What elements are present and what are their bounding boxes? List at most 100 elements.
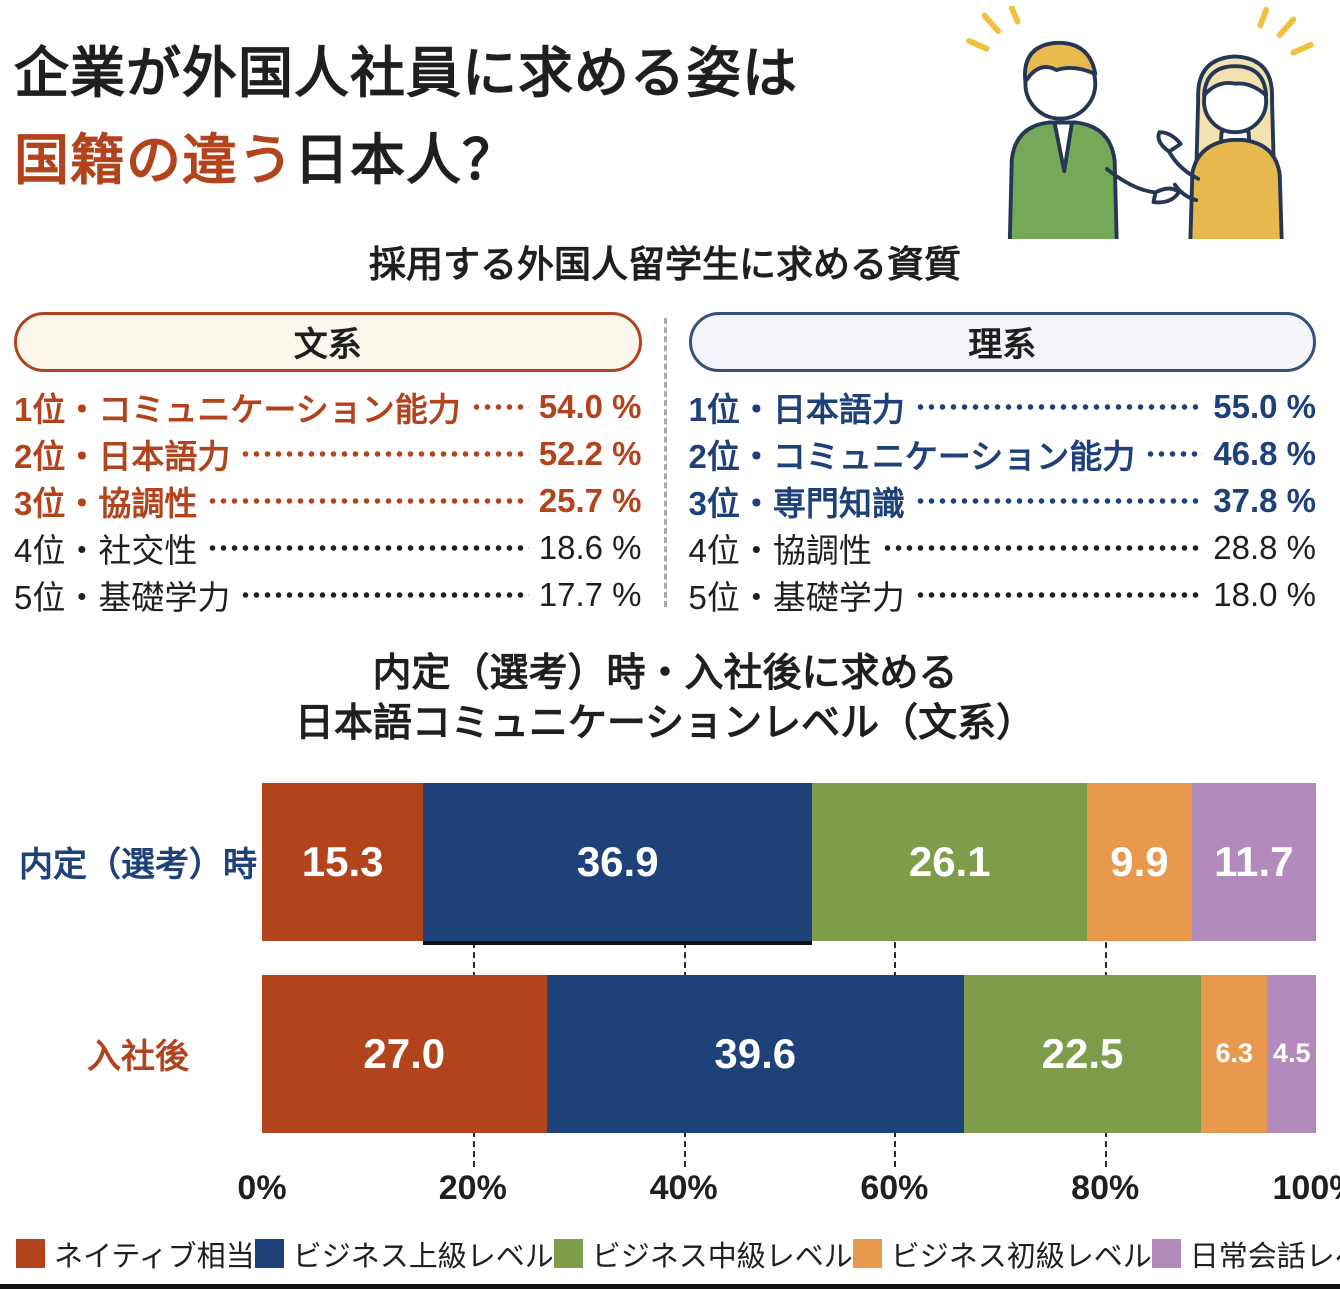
legend-swatch [553, 1239, 583, 1269]
segment-value: 39.6 [714, 1029, 797, 1077]
segment-daily: 4.5 [1267, 974, 1316, 1133]
rank-row-rikei-2: 2位・コミュニケーション能力 46.8 % [689, 431, 1317, 478]
leader-dots [881, 544, 1204, 553]
x-tick: 100% [1272, 1168, 1340, 1207]
rank-label: 3位・協調性 [14, 485, 198, 523]
leader-dots [914, 403, 1204, 412]
rikei-header-label: 理系 [968, 326, 1037, 365]
rank-row-bunkei-5: 5位・基礎学力 17.7 % [14, 572, 642, 619]
segment-business-adv: 39.6 [546, 974, 964, 1133]
rikei-column: 理系 1位・日本語力 55.0 % 2位・コミュニケーション能力 46.8 % … [688, 311, 1317, 619]
person-right [1156, 54, 1284, 239]
x-axis: 0% 20% 40% 60% 80% 100% [237, 1167, 1340, 1211]
legend-label: ビジネス初級レベル [890, 1240, 1152, 1273]
emphasis-lines-left [966, 6, 1021, 52]
rank-row-bunkei-1: 1位・コミュニケーション能力 54.0 % [14, 384, 642, 431]
rank-value: 46.8 % [1213, 435, 1316, 473]
x-tick: 0% [237, 1168, 287, 1207]
leader-dots [1145, 450, 1204, 459]
segment-daily: 11.7 [1191, 782, 1316, 941]
rank-label: 1位・コミュニケーション能力 [14, 391, 461, 429]
legend-item-business-beg: ビジネス初級レベル [852, 1233, 1152, 1275]
rank-label: 2位・日本語力 [14, 438, 231, 476]
legend-item-daily: 日常会話レベル [1151, 1233, 1340, 1275]
rank-value: 18.6 % [538, 529, 642, 567]
legend-swatch [254, 1239, 284, 1269]
page-title: 企業が外国人社員に求める姿は 国籍の違う日本人？ [14, 30, 974, 204]
legend-swatch [1151, 1239, 1181, 1269]
category-labels: 内定（選考）時 入社後 [14, 783, 262, 1167]
leader-dots [207, 497, 529, 506]
segment-value: 15.3 [301, 837, 384, 885]
rank-value: 52.2 % [538, 435, 642, 473]
x-tick: 60% [860, 1168, 929, 1207]
rank-value: 17.7 % [538, 576, 642, 614]
legend-label: ビジネス上級レベル [292, 1240, 554, 1273]
rank-value: 28.8 % [1213, 529, 1316, 567]
rank-value: 25.7 % [538, 482, 642, 520]
legend-item-business-adv: ビジネス上級レベル [254, 1233, 554, 1275]
leader-dots [914, 591, 1204, 600]
rank-row-rikei-5: 5位・基礎学力 18.0 % [689, 572, 1317, 619]
rikei-header-pill: 理系 [688, 311, 1316, 372]
rank-row-bunkei-2: 2位・日本語力 52.2 % [14, 431, 642, 478]
bunkei-column: 文系 1位・コミュニケーション能力 54.0 % 2位・日本語力 52.2 % … [14, 311, 642, 619]
rank-label: 2位・コミュニケーション能力 [688, 438, 1136, 476]
segment-value: 36.9 [576, 837, 659, 885]
rank-label: 5位・基礎学力 [14, 579, 231, 617]
segment-business-beg: 9.9 [1087, 782, 1192, 941]
leader-dots [470, 403, 529, 412]
chart-title-line2: 日本語コミュニケーションレベル（文系） [294, 702, 1036, 746]
rankings-section: 文系 1位・コミュニケーション能力 54.0 % 2位・日本語力 52.2 % … [14, 311, 1317, 619]
title-highlight: 国籍の違う [14, 128, 295, 191]
chart-title: 内定（選考）時・入社後に求める 日本語コミュニケーションレベル（文系） [14, 649, 1316, 750]
two-people-talking-illustration [966, 6, 1314, 239]
bunkei-header-label: 文系 [293, 326, 362, 365]
leader-dots [240, 450, 529, 459]
category-label-nyushago: 入社後 [87, 1038, 189, 1077]
leader-dots [207, 544, 529, 553]
rank-label: 1位・日本語力 [688, 391, 905, 429]
rank-value: 37.8 % [1213, 482, 1316, 520]
stacked-bar-chart: 内定（選考）時 入社後 15.3 36.9 26.1 9.9 11.7 27.0… [14, 782, 1316, 1167]
bar-nyushago: 27.0 39.6 22.5 6.3 4.5 [262, 974, 1316, 1133]
rank-row-bunkei-3: 3位・協調性 25.7 % [14, 478, 642, 525]
legend-label: ネイティブ相当 [54, 1240, 255, 1273]
segment-value: 6.3 [1215, 1038, 1254, 1069]
rankings-subtitle: 採用する外国人留学生に求める資質 [369, 243, 961, 285]
rank-row-rikei-1: 1位・日本語力 55.0 % [689, 384, 1317, 431]
rank-row-rikei-4: 4位・協調性 28.8 % [689, 525, 1317, 572]
x-tick: 40% [649, 1168, 718, 1207]
rank-row-rikei-3: 3位・専門知識 37.8 % [689, 478, 1317, 525]
rank-value: 54.0 % [538, 388, 642, 426]
segment-native: 27.0 [262, 974, 547, 1133]
rank-value: 55.0 % [1213, 388, 1316, 426]
legend: ネイティブ相当 ビジネス上級レベル ビジネス中級レベル ビジネス初級レベル 日常… [14, 1233, 1340, 1275]
segment-native: 15.3 [262, 782, 424, 941]
bunkei-rank-list: 1位・コミュニケーション能力 54.0 % 2位・日本語力 52.2 % 3位・… [14, 384, 642, 619]
segment-value: 11.7 [1214, 837, 1294, 885]
rank-value: 18.0 % [1213, 576, 1316, 614]
title-tail: 日本人？ [294, 128, 519, 191]
legend-swatch [852, 1239, 882, 1269]
legend-item-native: ネイティブ相当 [16, 1233, 255, 1275]
rikei-rank-list: 1位・日本語力 55.0 % 2位・コミュニケーション能力 46.8 % 3位・… [689, 384, 1317, 619]
bunkei-header-pill: 文系 [14, 311, 642, 372]
rank-label: 4位・社交性 [14, 532, 198, 570]
chart-title-line1: 内定（選考）時・入社後に求める [372, 651, 958, 695]
x-tick: 80% [1071, 1168, 1140, 1207]
title-line1: 企業が外国人社員に求める姿は [14, 42, 799, 104]
segment-value: 26.1 [908, 837, 991, 885]
leader-dots [914, 497, 1204, 506]
segment-value: 4.5 [1272, 1038, 1311, 1069]
bar-naitei: 15.3 36.9 26.1 9.9 11.7 [262, 782, 1316, 941]
source-note: ※出所：ディスコ「外国人留学生／高度外国人材の採用に関する調査」2023年12月… [14, 1285, 1316, 1289]
segment-business-adv: 36.9 [423, 782, 813, 941]
leader-dots [240, 591, 529, 600]
emphasis-lines-right [1257, 6, 1314, 56]
segment-business-mid: 22.5 [963, 974, 1202, 1133]
rank-label: 4位・協調性 [688, 532, 872, 570]
x-tick: 20% [438, 1168, 507, 1207]
rank-row-bunkei-4: 4位・社交性 18.6 % [14, 525, 642, 572]
